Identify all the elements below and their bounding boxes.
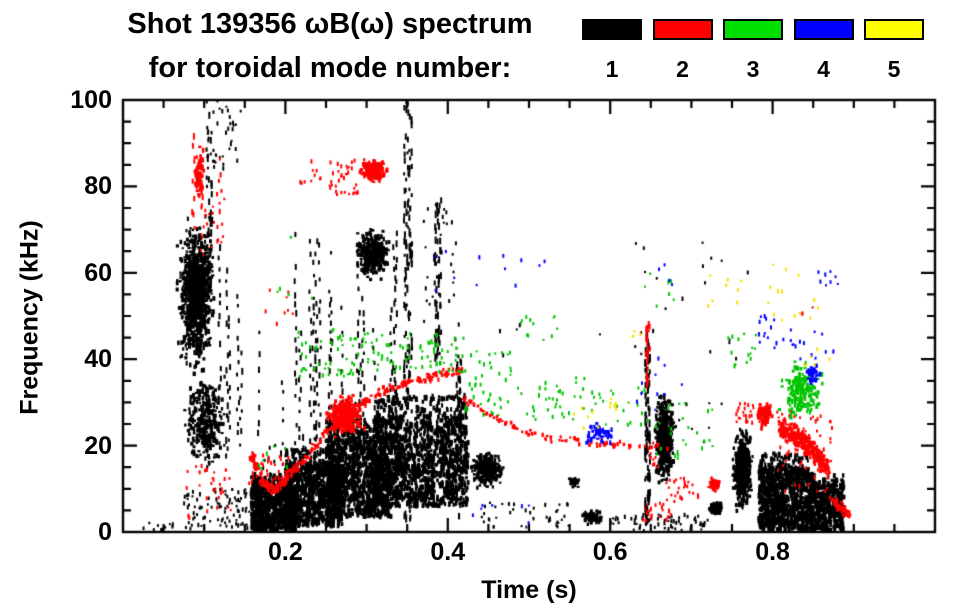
y-tick-label: 100 [70,86,112,114]
legend-swatch-mode-1 [582,19,642,40]
legend-label-mode-2: 2 [676,56,689,82]
legend-label-mode-3: 3 [746,56,760,82]
y-tick-label: 40 [84,345,112,374]
chart-title-line1: Shot 139356 ωB(ω) spectrum [127,8,533,40]
legend-label-mode-4: 4 [817,56,830,82]
x-tick-label: 0.8 [755,538,790,566]
y-tick-label: 20 [84,431,112,460]
y-tick-label: 60 [84,258,112,287]
x-tick-label: 0.2 [268,538,303,566]
y-axis-title: Frequency (kHz) [15,220,44,415]
y-tick-label: 80 [84,172,112,201]
legend-swatch-mode-4 [793,19,854,40]
chart-title-line2: for toroidal mode number: [148,52,512,84]
legend-label-mode-1: 1 [605,56,619,82]
x-tick-label: 0.6 [592,538,628,566]
legend-swatch-mode-2 [652,19,713,40]
y-tick-label: 0 [98,518,112,546]
legend-swatch-mode-3 [723,19,783,40]
x-tick-label: 0.4 [430,538,466,566]
legend-swatch-mode-5 [864,19,924,40]
x-axis-title: Time (s) [481,576,577,604]
legend-label-mode-5: 5 [887,56,901,82]
